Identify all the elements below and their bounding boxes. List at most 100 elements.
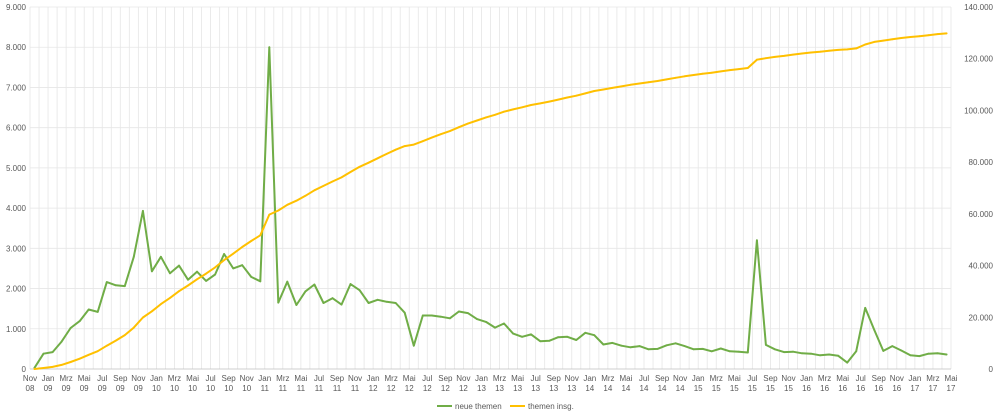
data-point-neue-themen [548, 339, 551, 342]
x-tick-label-year: 11 [279, 384, 288, 393]
data-point-themen-insg [665, 78, 668, 81]
data-point-themen-insg [611, 87, 614, 89]
left-tick-label: 3.000 [6, 244, 27, 253]
x-tick-label-year: 14 [658, 384, 667, 393]
data-point-themen-insg [728, 69, 731, 71]
x-tick-label-year: 15 [784, 384, 793, 393]
data-point-themen-insg [557, 98, 560, 101]
data-point-themen-insg [927, 34, 930, 37]
data-point-themen-insg [142, 316, 144, 319]
data-point-neue-themen [864, 307, 867, 309]
data-point-neue-themen [909, 354, 912, 357]
data-point-themen-insg [638, 82, 641, 85]
x-tick-label-month: Mrz [601, 374, 614, 383]
data-point-neue-themen [746, 351, 749, 354]
x-tick-label-year: 11 [297, 384, 306, 393]
x-tick-label-month: Mai [511, 374, 524, 383]
data-point-neue-themen [250, 276, 253, 278]
left-tick-label: 1.000 [6, 325, 27, 334]
data-point-neue-themen [765, 344, 767, 346]
right-tick-label: 80.000 [969, 158, 994, 167]
x-tick-label-month: Nov [781, 374, 795, 383]
x-tick-label-year: 13 [567, 384, 576, 393]
x-tick-label-month: Sep [438, 374, 453, 383]
x-tick-label-year: 10 [152, 384, 161, 393]
data-point-neue-themen [792, 350, 794, 353]
data-point-themen-insg [837, 49, 839, 51]
data-point-themen-insg [178, 290, 180, 293]
data-point-themen-insg [719, 70, 722, 73]
data-point-themen-insg [548, 100, 551, 103]
data-point-neue-themen [331, 297, 334, 300]
x-tick-label-year: 16 [802, 384, 811, 393]
data-point-neue-themen [96, 311, 99, 313]
data-point-themen-insg [196, 278, 198, 281]
x-tick-label-month: Mai [186, 374, 199, 383]
data-point-themen-insg [891, 38, 894, 41]
data-point-neue-themen [421, 314, 424, 317]
x-tick-label-month: Jan [800, 374, 813, 383]
data-point-neue-themen [855, 350, 858, 353]
data-point-neue-themen [566, 335, 569, 338]
data-point-themen-insg [918, 35, 921, 38]
data-point-themen-insg [367, 161, 370, 164]
data-point-themen-insg [169, 297, 171, 299]
data-point-themen-insg [69, 361, 72, 363]
x-tick-label-year: 09 [98, 384, 107, 393]
data-point-themen-insg [295, 199, 298, 202]
data-point-themen-insg [701, 72, 704, 75]
data-point-neue-themen [575, 339, 578, 341]
data-point-themen-insg [132, 326, 135, 329]
data-point-neue-themen [638, 345, 641, 347]
x-tick-label-year: 08 [26, 384, 35, 393]
left-tick-label: 4.000 [6, 204, 27, 213]
data-point-neue-themen [882, 350, 885, 352]
left-tick-label: 9.000 [6, 3, 27, 12]
data-point-themen-insg [746, 67, 749, 69]
x-tick-label-month: Mrz [710, 374, 723, 383]
data-point-neue-themen [87, 308, 90, 311]
data-point-themen-insg [945, 32, 948, 35]
right-tick-label: 20.000 [969, 313, 994, 322]
x-tick-label-year: 10 [188, 384, 197, 393]
data-point-themen-insg [900, 37, 903, 39]
data-point-themen-insg [792, 53, 794, 56]
x-tick-label-year: 13 [549, 384, 558, 393]
x-tick-label-month: Jan [583, 374, 596, 383]
data-point-neue-themen [449, 317, 451, 320]
x-tick-label-month: Mai [945, 374, 958, 383]
x-tick-label-month: Jan [475, 374, 488, 383]
data-point-neue-themen [819, 354, 821, 357]
x-tick-label-month: Mrz [168, 374, 181, 383]
x-tick-label-month: Sep [655, 374, 670, 383]
data-point-neue-themen [683, 345, 686, 347]
data-point-neue-themen [801, 352, 803, 355]
left-y-axis: 0 1.000 2.000 3.000 4.000 5.000 6.000 7.000 8.00… [6, 3, 27, 374]
data-point-neue-themen [521, 335, 523, 338]
x-tick-label-month: Jan [42, 374, 55, 383]
x-tick-label-year: 10 [242, 384, 251, 393]
data-point-neue-themen [629, 346, 632, 349]
x-tick-label-month: Jul [639, 374, 649, 383]
data-point-neue-themen [837, 354, 839, 357]
data-point-themen-insg [539, 102, 542, 105]
data-point-neue-themen [178, 264, 180, 267]
data-point-themen-insg [566, 96, 569, 99]
data-point-neue-themen [304, 290, 307, 293]
data-point-themen-insg [620, 85, 623, 88]
x-tick-label-year: 16 [892, 384, 901, 393]
data-point-themen-insg [33, 368, 36, 370]
data-point-themen-insg [250, 240, 253, 242]
x-tick-label-year: 11 [333, 384, 342, 393]
data-point-themen-insg [593, 90, 596, 92]
left-tick-label: 2.000 [6, 285, 27, 294]
left-tick-label: 6.000 [6, 124, 27, 133]
data-point-neue-themen [611, 342, 614, 344]
x-tick-label-month: Mrz [926, 374, 939, 383]
data-point-neue-themen [584, 331, 587, 334]
x-tick-label-year: 13 [477, 384, 486, 393]
data-point-neue-themen [945, 353, 948, 356]
x-tick-label-year: 15 [712, 384, 721, 393]
